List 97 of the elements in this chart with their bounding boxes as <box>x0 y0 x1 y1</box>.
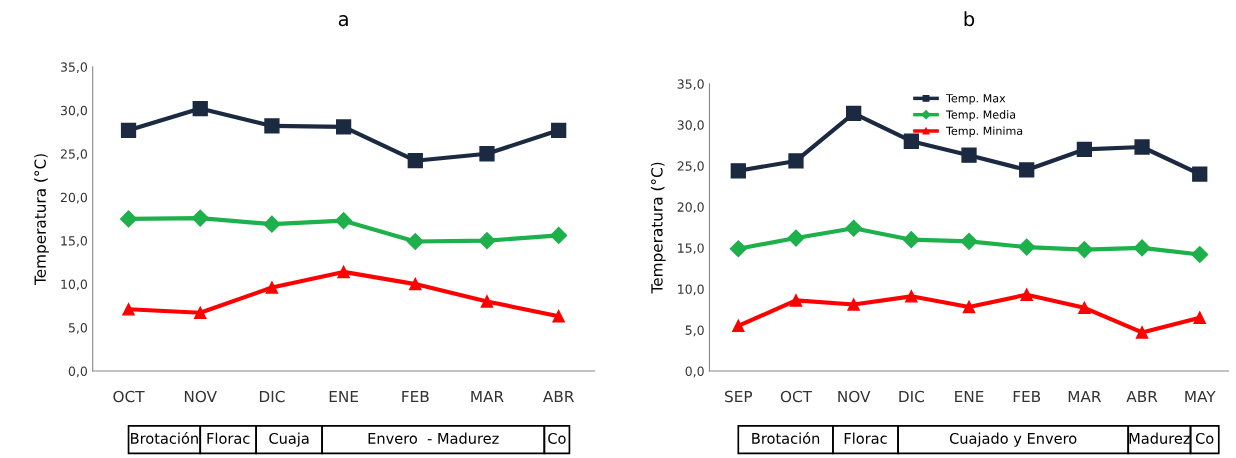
text: Florac <box>844 432 887 444</box>
point <box>1133 239 1151 257</box>
chart-title: a <box>338 15 348 27</box>
text: Cuaja <box>269 432 309 447</box>
point <box>407 153 423 169</box>
y-tick-label: 35,0 <box>60 62 88 74</box>
legend-label: Temp. Media <box>945 110 1016 121</box>
point <box>192 100 208 117</box>
y-axis-title: Temperatura (°C) <box>34 154 49 286</box>
point <box>191 209 209 227</box>
point <box>787 229 805 247</box>
point <box>335 119 352 135</box>
x-tick-label: MAR <box>1068 390 1102 403</box>
point <box>1019 162 1035 178</box>
point <box>551 122 567 138</box>
x-tick-label: SEP <box>725 390 753 403</box>
point <box>1075 240 1093 259</box>
legend-label: Temp. Minima <box>945 126 1023 138</box>
point <box>193 306 207 320</box>
y-tick-label: 10,0 <box>678 284 704 296</box>
point <box>337 265 350 279</box>
point <box>730 163 746 179</box>
point <box>902 231 920 249</box>
y-tick-label: 35,0 <box>677 79 704 91</box>
text: Madurez <box>1129 432 1190 444</box>
y-tick-label: 30,0 <box>677 120 704 132</box>
y-tick-label: 15,0 <box>61 236 88 247</box>
point <box>478 232 496 250</box>
point <box>1135 326 1149 339</box>
point <box>120 122 137 138</box>
x-tick-label: FEB <box>402 390 429 403</box>
point <box>265 281 279 294</box>
point <box>789 294 803 307</box>
point <box>846 105 862 121</box>
text: Florac <box>207 432 250 444</box>
point <box>479 146 495 162</box>
y-tick-label: 20,0 <box>60 192 88 204</box>
point <box>1078 301 1091 315</box>
point <box>960 232 978 250</box>
point <box>1076 141 1093 158</box>
x-tick-label: OCT <box>780 390 813 403</box>
point <box>264 118 280 134</box>
point <box>905 290 918 303</box>
point <box>1134 139 1150 155</box>
x-tick-label: NOV <box>838 390 871 403</box>
x-tick-label: ENE <box>955 390 984 403</box>
point <box>480 295 494 308</box>
point <box>788 153 804 169</box>
point <box>961 147 977 163</box>
y-tick-label: 25,0 <box>677 161 704 173</box>
point <box>1191 245 1209 264</box>
point <box>845 219 863 237</box>
y-tick-label: 5,0 <box>68 323 88 334</box>
point <box>335 212 353 230</box>
point <box>962 300 976 314</box>
point <box>729 240 747 258</box>
text: Brotación <box>131 432 198 444</box>
y-tick-label: 0,0 <box>68 366 88 378</box>
y-tick-label: 20,0 <box>677 202 704 214</box>
y-tick-label: 30,0 <box>60 105 88 117</box>
text: Cuajado y Envero <box>949 432 1077 447</box>
y-tick-label: 15,0 <box>678 243 704 255</box>
y-axis-title: Temperatura (°C) <box>650 162 666 294</box>
y-tick-label: 0,0 <box>685 366 704 378</box>
y-tick-label: 5,0 <box>685 325 704 337</box>
point <box>1193 311 1206 324</box>
point <box>409 277 422 291</box>
x-tick-label: OCT <box>113 390 145 403</box>
text: Envero - Madurez <box>368 432 499 444</box>
x-tick-label: MAY <box>1185 390 1216 403</box>
y-tick-label: 25,0 <box>60 149 88 160</box>
point <box>550 226 568 244</box>
point <box>122 303 135 316</box>
y-tick-label: 10,0 <box>61 279 88 291</box>
x-tick-label: DIC <box>259 390 285 403</box>
text: Brotación <box>752 432 820 444</box>
text: Co <box>548 432 566 444</box>
x-tick-label: ABR <box>543 390 575 403</box>
x-tick-label: FEB <box>1013 390 1041 403</box>
point <box>847 298 860 311</box>
point <box>406 232 424 251</box>
x-tick-label: ENE <box>329 390 358 403</box>
point <box>903 133 919 149</box>
point <box>1192 166 1208 182</box>
point <box>263 215 281 233</box>
point <box>732 319 745 333</box>
text: Co <box>1195 432 1214 444</box>
point <box>1020 288 1033 301</box>
x-tick-label: DIC <box>899 390 924 403</box>
x-tick-label: MAR <box>471 390 504 403</box>
point <box>552 309 565 323</box>
point <box>119 210 138 228</box>
x-tick-label: ABR <box>1126 390 1158 403</box>
point <box>1018 238 1036 256</box>
legend-label: Temp. Max <box>945 94 1006 105</box>
chart-title: b <box>964 11 975 27</box>
x-tick-label: NOV <box>184 390 217 403</box>
